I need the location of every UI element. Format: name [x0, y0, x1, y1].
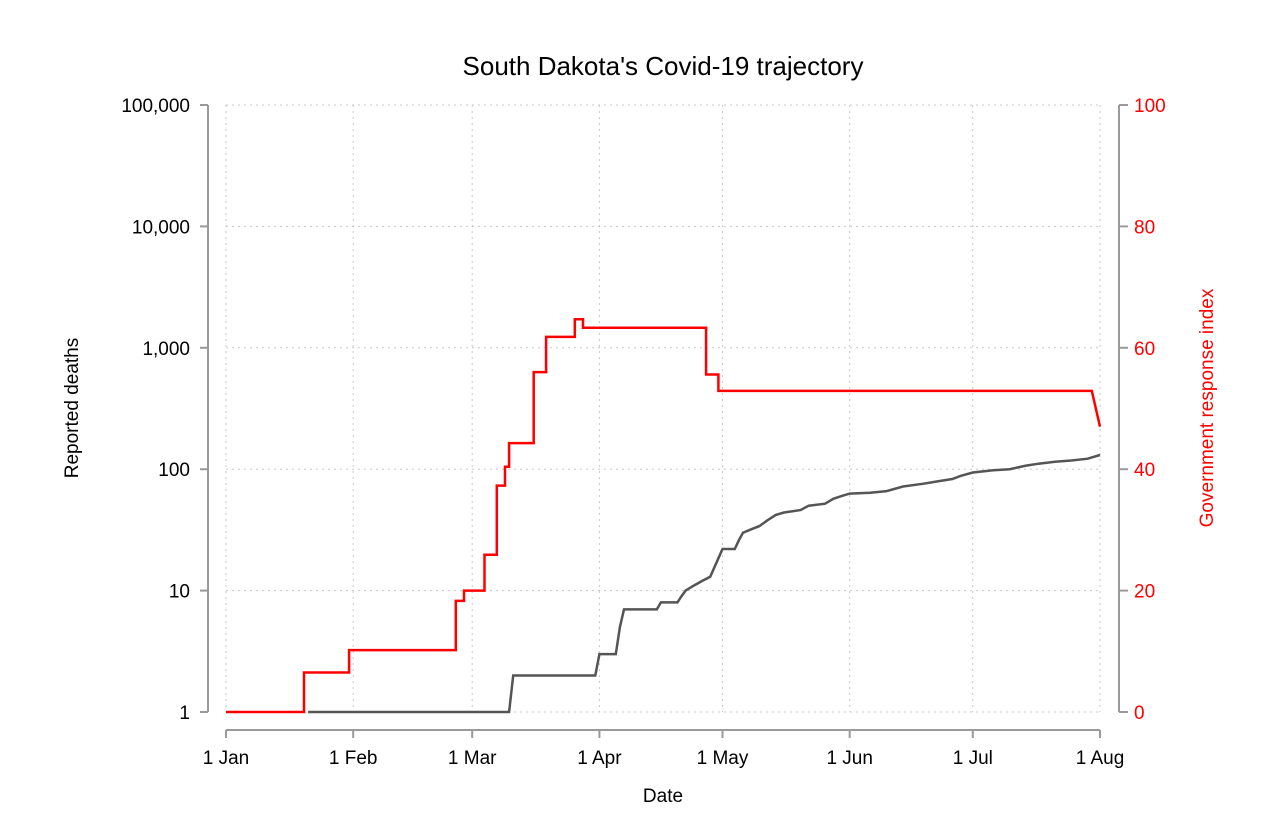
right-y-tick-label: 80: [1134, 217, 1155, 238]
x-tick-label: 1 Mar: [448, 748, 497, 769]
deaths-series-line: [308, 453, 1101, 714]
left-y-tick-label: 100: [158, 460, 190, 481]
right-y-tick-label: 60: [1134, 339, 1155, 360]
x-tick-label: 1 Jul: [953, 748, 993, 769]
right-y-axis-title: Government response index: [1197, 288, 1218, 527]
x-tick-label: 1 Apr: [577, 748, 622, 769]
chart-title: South Dakota's Covid-19 trajectory: [463, 51, 864, 81]
left-y-axis-title: Reported deaths: [62, 338, 83, 479]
right-y-tick-label: 0: [1134, 703, 1145, 724]
axes: [207, 105, 1120, 731]
left-y-tick-label: 10: [169, 582, 190, 603]
right-y-tick-label: 100: [1134, 96, 1166, 117]
right-y-tick-label: 40: [1134, 460, 1155, 481]
right-y-tick-label: 20: [1134, 582, 1155, 603]
x-tick-label: 1 Feb: [329, 748, 378, 769]
left-y-tick-label: 1: [179, 703, 190, 724]
x-tick-label: 1 May: [697, 748, 749, 769]
x-tick-label: 1 Aug: [1076, 748, 1125, 769]
left-y-tick-label: 10,000: [132, 217, 190, 238]
left-y-tick-label: 1,000: [142, 339, 190, 360]
x-axis-title: Date: [643, 786, 683, 807]
response-index-series-line: [226, 318, 1102, 714]
x-tick-label: 1 Jun: [826, 748, 872, 769]
grid: [225, 104, 1101, 713]
series: [226, 318, 1102, 714]
ticks: 1 Jan 1 Feb 1 Mar 1 Apr 1 May 1 Jun 1 Jul 1 Aug…: [121, 96, 1165, 769]
left-y-tick-label: 100,000: [121, 96, 190, 117]
x-tick-label: 1 Jan: [203, 748, 249, 769]
